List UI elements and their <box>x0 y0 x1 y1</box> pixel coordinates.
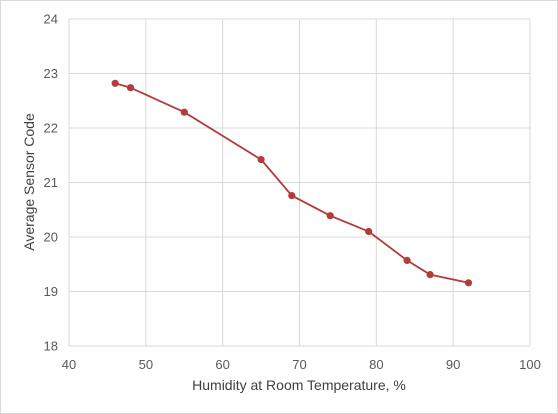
data-point <box>426 271 434 279</box>
y-axis-label: Average Sensor Code <box>21 113 37 251</box>
data-point <box>403 256 411 264</box>
x-tick-labels: 40 50 60 70 80 90 100 <box>62 357 541 372</box>
data-points <box>111 79 473 287</box>
x-tick-label: 100 <box>519 357 541 372</box>
x-tick-label: 40 <box>62 357 76 372</box>
data-point <box>288 192 296 200</box>
y-tick-label: 24 <box>44 12 58 27</box>
y-tick-label: 22 <box>44 121 58 136</box>
x-tick-label: 70 <box>292 357 306 372</box>
data-point <box>126 84 135 92</box>
data-point <box>257 156 265 164</box>
x-tick-label: 80 <box>369 357 383 372</box>
x-tick-label: 50 <box>139 357 153 372</box>
y-tick-labels: 18 19 20 21 22 23 24 <box>44 12 58 354</box>
data-point <box>365 227 373 236</box>
data-point <box>180 108 188 116</box>
series-line <box>114 82 469 284</box>
gridlines <box>68 18 531 347</box>
y-tick-label: 23 <box>44 66 58 81</box>
data-point <box>326 212 334 220</box>
x-axis-label: Humidity at Room Temperature, % <box>192 377 406 393</box>
x-tick-label: 90 <box>446 357 460 372</box>
data-point <box>111 79 119 87</box>
x-tick-label: 60 <box>215 357 229 372</box>
y-tick-label: 20 <box>44 230 58 245</box>
data-point <box>464 279 473 287</box>
y-tick-label: 19 <box>44 284 58 299</box>
y-tick-label: 18 <box>44 339 58 354</box>
y-tick-label: 21 <box>44 175 58 190</box>
